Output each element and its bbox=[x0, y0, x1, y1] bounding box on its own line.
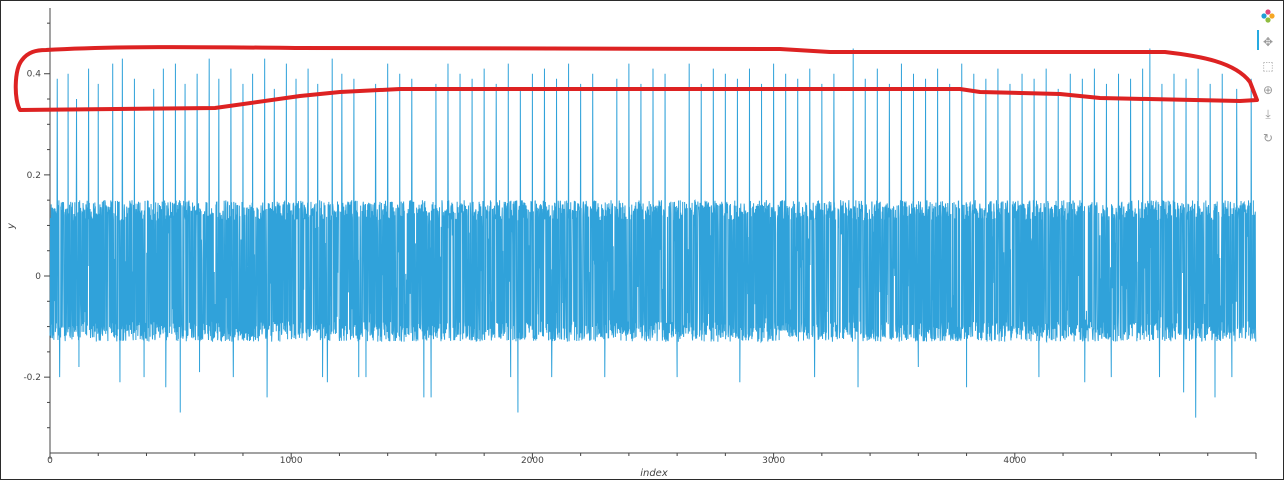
y-tick-label: 0 bbox=[35, 272, 41, 282]
x-tick-label: 3000 bbox=[762, 456, 785, 466]
save-tool-icon-glyph: ⤓ bbox=[1265, 107, 1271, 121]
reset-tool-icon[interactable]: ↻ bbox=[1260, 130, 1276, 146]
bokeh-logo-graphic bbox=[1261, 9, 1275, 23]
wheel-zoom-tool-icon-glyph: ⊕ bbox=[1262, 83, 1274, 97]
pan-tool-icon-glyph: ✥ bbox=[1262, 35, 1274, 49]
box-zoom-tool-icon-glyph: ⬚ bbox=[1262, 59, 1274, 73]
x-axis-label: index bbox=[640, 468, 668, 479]
x-tick-label: 1000 bbox=[280, 456, 303, 466]
x-tick-label: 0 bbox=[47, 456, 53, 466]
y-tick-label: 0.2 bbox=[27, 171, 41, 181]
active-tool-indicator bbox=[1257, 30, 1259, 50]
y-tick-label: -0.2 bbox=[23, 373, 41, 383]
bokeh-logo-icon bbox=[1260, 8, 1276, 24]
annotation-outline bbox=[13, 45, 1259, 112]
save-tool-icon[interactable]: ⤓ bbox=[1260, 106, 1276, 122]
x-tick-label: 4000 bbox=[1003, 456, 1026, 466]
series-path bbox=[49, 48, 1257, 418]
pan-tool-icon[interactable]: ✥ bbox=[1260, 34, 1276, 50]
reset-tool-icon-glyph: ↻ bbox=[1262, 131, 1274, 145]
plot-toolbar: ✥ ⬚ ⊕ ⤓ ↻ bbox=[1257, 6, 1279, 156]
x-tick-label: 2000 bbox=[521, 456, 544, 466]
axes: 0 1000 2000 3000 4000 -0.2 0 0.2 0.4 bbox=[23, 8, 1257, 466]
y-tick-label: 0.4 bbox=[27, 70, 42, 80]
box-zoom-tool-icon[interactable]: ⬚ bbox=[1260, 58, 1276, 74]
annotation-layer bbox=[13, 45, 1259, 112]
y-axis-label: y bbox=[6, 222, 17, 230]
series-line bbox=[49, 48, 1257, 418]
wheel-zoom-tool-icon[interactable]: ⊕ bbox=[1260, 82, 1276, 98]
